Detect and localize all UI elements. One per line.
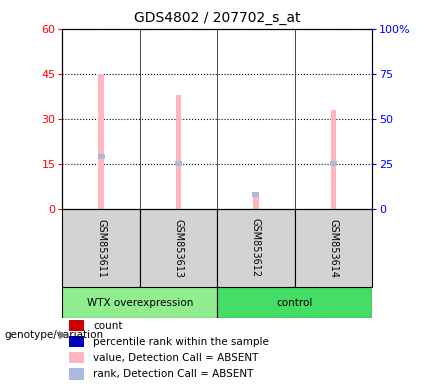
Text: GSM853611: GSM853611 [96, 218, 106, 278]
Text: value, Detection Call = ABSENT: value, Detection Call = ABSENT [93, 353, 259, 363]
Bar [295, 209, 372, 287]
Text: count: count [93, 321, 123, 331]
Bar [62, 209, 140, 287]
Bar [217, 287, 372, 318]
Title: GDS4802 / 207702_s_at: GDS4802 / 207702_s_at [134, 11, 301, 25]
Bar [330, 162, 337, 166]
Text: WTX overexpression: WTX overexpression [86, 298, 193, 308]
Bar [68, 320, 84, 331]
Bar [68, 368, 84, 379]
Bar [68, 353, 84, 364]
Text: GSM853612: GSM853612 [251, 218, 261, 278]
Bar [140, 209, 217, 287]
Bar [176, 95, 181, 209]
Text: ▶: ▶ [59, 330, 68, 340]
Bar [253, 194, 258, 209]
Bar [175, 162, 182, 166]
Bar [217, 209, 295, 287]
Text: GSM853613: GSM853613 [173, 218, 184, 278]
Bar [68, 336, 84, 348]
Bar [62, 287, 217, 318]
Bar [98, 154, 104, 159]
Bar [331, 110, 336, 209]
Bar [252, 192, 259, 197]
Text: percentile rank within the sample: percentile rank within the sample [93, 337, 269, 347]
Text: genotype/variation: genotype/variation [4, 330, 104, 340]
Bar [98, 74, 104, 209]
Text: control: control [276, 298, 313, 308]
Text: GSM853614: GSM853614 [328, 218, 338, 278]
Text: rank, Detection Call = ABSENT: rank, Detection Call = ABSENT [93, 369, 254, 379]
